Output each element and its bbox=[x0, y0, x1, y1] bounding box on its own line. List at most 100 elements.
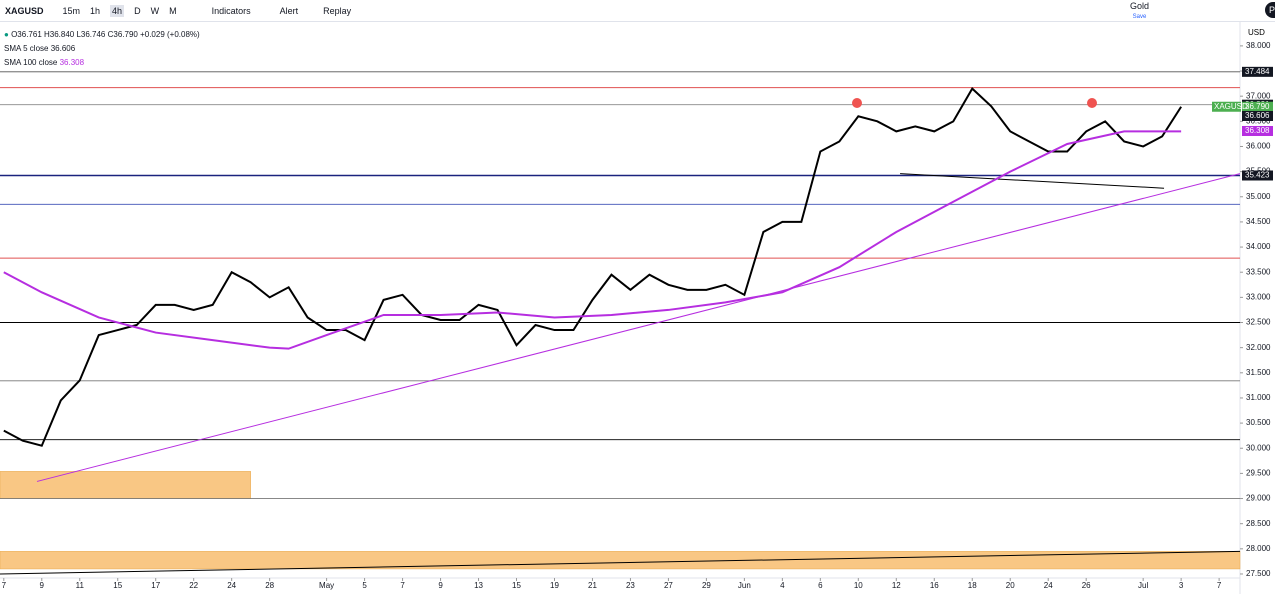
sma5-value: 36.606 bbox=[50, 44, 76, 53]
symbol-badge bbox=[1212, 101, 1241, 112]
save[interactable]: Save bbox=[1132, 14, 1147, 20]
zone bbox=[0, 551, 1241, 570]
y-tick-label: 28.500 bbox=[1246, 519, 1271, 528]
y-tick-label: 37.000 bbox=[1246, 91, 1271, 100]
layout-name: Gold bbox=[1130, 1, 1150, 11]
x-tick-label: 29 bbox=[702, 581, 711, 590]
interval[interactable]: 4h bbox=[110, 4, 125, 17]
x-tick-label: 7 bbox=[400, 581, 405, 590]
zone bbox=[0, 471, 251, 499]
y-tick-label: 27.500 bbox=[1246, 569, 1271, 578]
symbol[interactable]: XAGUSD bbox=[5, 5, 44, 16]
publish[interactable]: Pu bbox=[1265, 2, 1275, 18]
marker bbox=[1087, 98, 1097, 108]
x-tick-label: 9 bbox=[40, 581, 45, 590]
x-tick-label: 21 bbox=[588, 581, 597, 590]
trend-line bbox=[0, 550, 1241, 575]
x-tick-label: 23 bbox=[626, 581, 635, 590]
x-tick-label: 9 bbox=[438, 581, 443, 590]
price-badge-label: 36.606 bbox=[1245, 111, 1270, 120]
price-badge-label: 36.831 bbox=[1245, 100, 1270, 109]
y-tick-label: 31.500 bbox=[1246, 368, 1271, 377]
replay[interactable]: Replay bbox=[323, 5, 352, 16]
y-tick-label: 38.000 bbox=[1246, 41, 1271, 50]
interval[interactable]: D bbox=[134, 5, 141, 16]
price-badge bbox=[1242, 66, 1273, 77]
x-tick-label: 19 bbox=[550, 581, 559, 590]
x-tick-label: 5 bbox=[362, 581, 367, 590]
alert[interactable]: Alert bbox=[279, 5, 299, 16]
x-tick-label: Jun bbox=[738, 581, 751, 590]
dot: ● bbox=[4, 30, 9, 39]
x-tick-label: 7 bbox=[2, 581, 7, 590]
y-tick-label: 34.500 bbox=[1246, 217, 1271, 226]
y-tick-label: 35.500 bbox=[1246, 167, 1271, 176]
x-tick-label: 12 bbox=[892, 581, 901, 590]
series-line bbox=[3, 87, 1182, 447]
price-badge-label: 36.790 bbox=[1245, 102, 1270, 111]
trend-line bbox=[900, 173, 1165, 189]
x-tick-label: 24 bbox=[1044, 581, 1053, 590]
layout[interactable]: Gold Save bbox=[1125, 2, 1154, 22]
sma5: SMA 5 close 36.606 bbox=[4, 42, 200, 56]
y-tick-label: 33.000 bbox=[1246, 292, 1271, 301]
x-tick-label: 3 bbox=[1179, 581, 1184, 590]
y-tick-label: 28.000 bbox=[1246, 544, 1271, 553]
x-tick-label: 13 bbox=[474, 581, 483, 590]
x-tick-label: 20 bbox=[1006, 581, 1015, 590]
interval[interactable]: 15m bbox=[62, 5, 81, 16]
x-tick-label: May bbox=[319, 581, 334, 590]
symbol-badge-label: XAGUSD bbox=[1214, 102, 1248, 111]
sma100: SMA 100 close 36.308 bbox=[4, 56, 200, 70]
x-tick-label: 11 bbox=[76, 581, 85, 590]
ohlc-text: O36.761 H36.840 L36.746 C36.790 +0.029 (… bbox=[11, 30, 200, 39]
y-tick-label: 37.500 bbox=[1246, 66, 1271, 75]
x-tick-label: 7 bbox=[1217, 581, 1222, 590]
y-tick-label: 34.000 bbox=[1246, 242, 1271, 251]
y-tick-label: 32.500 bbox=[1246, 318, 1271, 327]
price-badge bbox=[1242, 125, 1273, 136]
interval[interactable]: M bbox=[169, 5, 177, 16]
x-tick-label: 15 bbox=[113, 581, 122, 590]
indicators[interactable]: Indicators bbox=[211, 5, 251, 16]
legend: ● O36.761 H36.840 L36.746 C36.790 +0.029… bbox=[4, 28, 200, 70]
ohlc: ● O36.761 H36.840 L36.746 C36.790 +0.029… bbox=[4, 28, 200, 42]
price-badge bbox=[1242, 101, 1273, 112]
interval[interactable]: W bbox=[150, 5, 160, 16]
sma100-value: 36.308 bbox=[59, 58, 85, 67]
y-tick-label: 29.500 bbox=[1246, 468, 1271, 477]
y-tick-label: 35.000 bbox=[1246, 192, 1271, 201]
x-tick-label: 15 bbox=[512, 581, 521, 590]
marker bbox=[852, 98, 862, 108]
x-tick-label: 4 bbox=[780, 581, 785, 590]
x-tick-label: 27 bbox=[664, 581, 673, 590]
x-tick-label: 16 bbox=[930, 581, 939, 590]
y-tick-label: 36.500 bbox=[1246, 116, 1271, 125]
x-tick-label: 22 bbox=[189, 581, 198, 590]
y-tick-label: 36.000 bbox=[1246, 142, 1271, 151]
y-tick-label: 30.500 bbox=[1246, 418, 1271, 427]
price-badge bbox=[1242, 170, 1273, 181]
x-tick-label: Jul bbox=[1138, 581, 1148, 590]
series-line bbox=[3, 130, 1182, 350]
x-tick-label: 28 bbox=[265, 581, 274, 590]
y-tick-label: 31.000 bbox=[1246, 393, 1271, 402]
x-tick-label: 6 bbox=[818, 581, 823, 590]
y-tick-label: 30.000 bbox=[1246, 443, 1271, 452]
toolbar: XAGUSD 15m 1h 4h D W M Indicators Alert … bbox=[0, 0, 1275, 22]
sma100-name: SMA 100 close bbox=[4, 58, 58, 67]
y-tick-label: 32.000 bbox=[1246, 343, 1271, 352]
interval[interactable]: 1h bbox=[90, 5, 101, 16]
x-tick-label: 24 bbox=[227, 581, 236, 590]
y-tick-label: 29.000 bbox=[1246, 494, 1271, 503]
y-tick-label: 33.500 bbox=[1246, 267, 1271, 276]
price-badge-label: 37.484 bbox=[1245, 67, 1270, 76]
x-tick-label: 26 bbox=[1082, 581, 1091, 590]
x-tick-label: 18 bbox=[968, 581, 977, 590]
price-badge-label: 36.308 bbox=[1245, 126, 1270, 135]
x-tick-label: 17 bbox=[151, 581, 160, 590]
sma5-name: SMA 5 close bbox=[4, 44, 49, 53]
trend-line bbox=[36, 173, 1241, 482]
